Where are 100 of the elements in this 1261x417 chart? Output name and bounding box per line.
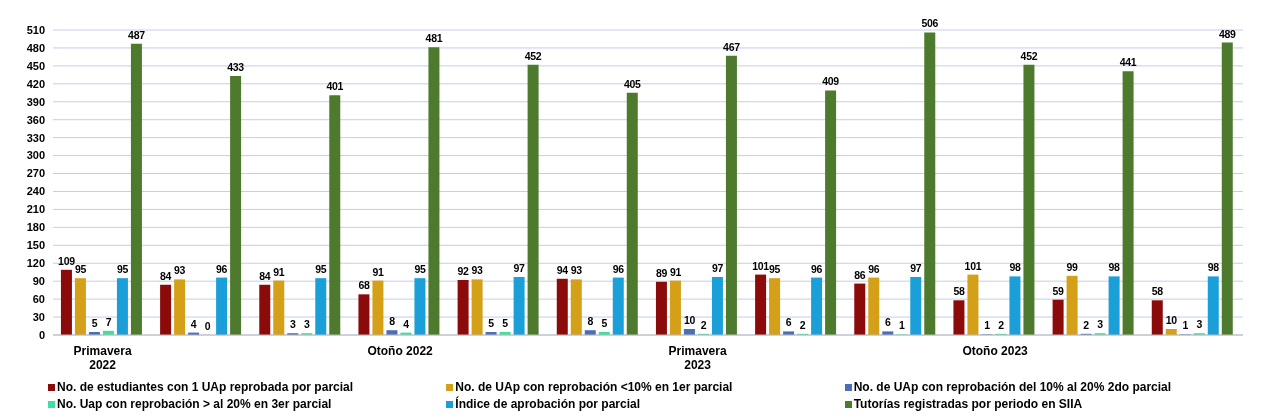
data-label: 97 [513, 261, 526, 274]
data-label: 58 [953, 285, 965, 298]
data-label: 95 [414, 263, 426, 276]
data-label: 84 [259, 269, 271, 282]
data-label: 6 [884, 316, 891, 329]
data-label: 95 [116, 263, 129, 276]
data-label: 2 [700, 318, 707, 331]
y-tick-label: 510 [26, 23, 45, 36]
data-label: 86 [854, 268, 866, 281]
data-label: 5 [91, 317, 98, 330]
x-tick-label: Otoño 2022 [367, 344, 434, 358]
data-label: 3 [289, 318, 296, 331]
data-label: 97 [910, 261, 922, 274]
data-label: 0 [204, 319, 211, 332]
data-label: 99 [1066, 260, 1079, 273]
data-label: 506 [921, 17, 939, 30]
y-tick-label: 390 [26, 95, 45, 108]
y-tick-label: 420 [26, 77, 45, 90]
x-tick-label: Primavera 2022 [73, 344, 132, 372]
y-tick-label: 90 [32, 275, 45, 288]
data-label: 8 [389, 315, 396, 328]
y-tick-label: 240 [26, 185, 45, 198]
data-label: 59 [1052, 284, 1065, 297]
data-label: 91 [669, 265, 682, 278]
data-label: 405 [623, 77, 642, 90]
data-label: 7 [105, 315, 112, 328]
legend-label: No. de estudiantes con 1 UAp reprobada por parcial [57, 379, 354, 396]
data-label: 2 [1083, 318, 1090, 331]
data-label: 84 [160, 269, 172, 282]
data-label: 433 [227, 61, 245, 74]
data-label: 452 [524, 49, 542, 62]
legend-label: No. de UAp con reprobación <10% en 1er parcial [455, 379, 733, 396]
data-label: 92 [457, 264, 470, 277]
data-label: 93 [174, 264, 186, 277]
data-label: 3 [1097, 318, 1104, 331]
data-label: 6 [785, 316, 792, 329]
y-tick-label: 450 [26, 59, 45, 72]
y-tick-label: 150 [26, 239, 45, 252]
legend-label: No. Uap con reprobación > al 20% en 3er parcial [57, 396, 332, 413]
data-label: 93 [471, 264, 484, 277]
data-label: 8 [587, 315, 594, 328]
y-tick-label: 60 [32, 293, 45, 306]
data-label: 95 [769, 263, 781, 276]
data-label: 101 [964, 259, 982, 272]
data-label: 89 [655, 266, 668, 279]
x-tick-label: Otoño 2023 [962, 344, 1029, 358]
legend-label: No. de UAp con reprobación del 10% al 20% 2do parcial [853, 379, 1172, 396]
data-label: 3 [303, 318, 310, 331]
data-label: 1 [898, 319, 905, 332]
y-tick-label: 180 [26, 221, 45, 234]
data-label: 98 [1009, 261, 1021, 274]
data-label: 95 [74, 263, 87, 276]
data-label: 98 [1108, 261, 1121, 274]
data-label: 409 [822, 75, 840, 88]
data-label: 1 [984, 319, 991, 332]
data-label: 2 [998, 318, 1005, 331]
data-label: 481 [425, 32, 443, 45]
data-label: 98 [1207, 261, 1220, 274]
data-label: 5 [502, 317, 509, 330]
data-label: 96 [868, 262, 880, 275]
data-label: 58 [1151, 285, 1164, 298]
y-tick-label: 270 [26, 167, 45, 180]
data-label: 97 [711, 261, 724, 274]
data-label: 1 [1182, 319, 1189, 332]
y-tick-label: 300 [26, 149, 45, 162]
data-label: 4 [190, 317, 197, 330]
data-label: 5 [488, 317, 495, 330]
data-label: 96 [811, 262, 823, 275]
y-tick-label: 360 [26, 113, 45, 126]
data-label: 10 [683, 314, 696, 327]
y-tick-label: 0 [38, 328, 45, 341]
y-tick-label: 210 [26, 203, 45, 216]
data-label: 467 [723, 40, 741, 53]
y-tick-label: 30 [32, 310, 45, 323]
legend-label: Índice de aprobación por parcial [455, 396, 641, 413]
data-label: 68 [358, 279, 370, 292]
data-label: 2 [799, 318, 806, 331]
data-label: 10 [1165, 314, 1178, 327]
data-label: 4 [403, 317, 410, 330]
legend-label: Tutorías registradas por periodo en SIIA [853, 396, 1083, 413]
y-tick-label: 120 [26, 257, 45, 270]
data-label: 93 [570, 264, 583, 277]
data-label: 96 [216, 262, 228, 275]
data-label: 101 [752, 259, 770, 272]
data-label: 3 [1196, 318, 1203, 331]
data-label: 109 [58, 254, 76, 267]
y-tick-label: 480 [26, 41, 45, 54]
x-tick-label: Primavera 2023 [668, 344, 727, 372]
data-label: 91 [372, 265, 384, 278]
data-label: 91 [273, 265, 285, 278]
data-label: 96 [612, 262, 625, 275]
data-label: 5 [601, 317, 608, 330]
data-label: 94 [556, 263, 569, 276]
y-tick-label: 330 [26, 131, 45, 144]
data-label: 489 [1218, 27, 1237, 40]
data-label: 95 [315, 263, 327, 276]
data-label: 401 [326, 80, 344, 93]
data-label: 441 [1119, 56, 1137, 69]
data-label: 487 [128, 28, 146, 41]
data-label: 452 [1020, 49, 1038, 62]
